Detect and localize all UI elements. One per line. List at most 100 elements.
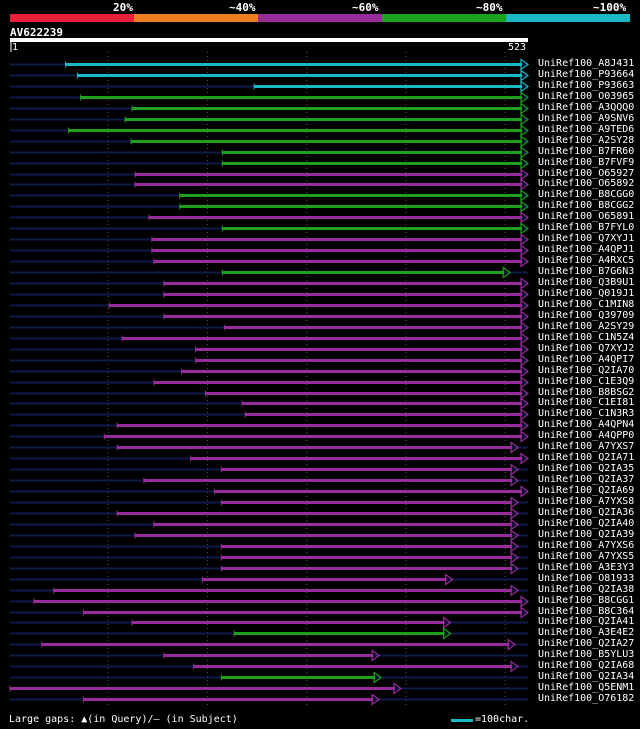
hit-label[interactable]: UniRef100_B8C364 xyxy=(538,605,635,617)
hit-label[interactable]: UniRef100_O03965 xyxy=(538,90,635,102)
hit-label[interactable]: UniRef100_B8CGG0 xyxy=(538,188,635,200)
legend-band xyxy=(382,14,506,22)
hit-arrowhead xyxy=(520,376,530,389)
hit-label[interactable]: UniRef100_C1N5Z4 xyxy=(538,331,635,343)
hit-label[interactable]: UniRef100_B7FR60 xyxy=(538,145,635,157)
hit-arrowhead xyxy=(520,157,530,170)
hit-arrowhead xyxy=(520,277,530,290)
hit-label[interactable]: UniRef100_B5YLU3 xyxy=(538,648,635,660)
legend-label-20: 20% xyxy=(113,1,133,14)
hit-label[interactable]: UniRef100_Q2IA37 xyxy=(538,473,635,485)
hit-label[interactable]: UniRef100_A7YXS6 xyxy=(538,539,635,551)
hit-label[interactable]: UniRef100_P93663 xyxy=(538,79,635,91)
hit-label[interactable]: UniRef100_A3E4E2 xyxy=(538,626,635,638)
hit-arrowhead xyxy=(520,189,530,202)
hit-label[interactable]: UniRef100_A7YXS8 xyxy=(538,495,635,507)
scale-text: =100char. xyxy=(475,714,530,725)
hit-label[interactable]: UniRef100_C1N3R3 xyxy=(538,407,635,419)
hit-label[interactable]: UniRef100_A7YXS7 xyxy=(538,440,635,452)
hit-arrowhead xyxy=(520,321,530,334)
hit-label[interactable]: UniRef100_Q2IA68 xyxy=(538,659,635,671)
hit-label[interactable]: UniRef100_A7YXS5 xyxy=(538,550,635,562)
hit-label[interactable]: UniRef100_O76182 xyxy=(538,692,635,704)
hit-label[interactable]: UniRef100_Q019J1 xyxy=(538,287,635,299)
hit-label[interactable]: UniRef100_Q39709 xyxy=(538,309,635,321)
hit-arrowhead xyxy=(520,113,530,126)
hit-label[interactable]: UniRef100_A4QPN4 xyxy=(538,418,635,430)
hit-label[interactable]: UniRef100_O65927 xyxy=(538,167,635,179)
hit-label[interactable]: UniRef100_Q2IA34 xyxy=(538,670,635,682)
hit-label[interactable]: UniRef100_B7FVF9 xyxy=(538,156,635,168)
hit-arrowhead xyxy=(510,441,520,454)
hit-label[interactable]: UniRef100_B8CGG2 xyxy=(538,199,635,211)
hit-label[interactable]: UniRef100_Q3B9U1 xyxy=(538,276,635,288)
hit-label[interactable]: UniRef100_A3QQQ0 xyxy=(538,101,635,113)
hit-arrowhead xyxy=(520,354,530,367)
hit-label[interactable]: UniRef100_B7G6N3 xyxy=(538,265,635,277)
hit-arrowhead xyxy=(444,573,454,586)
hit-arrowhead xyxy=(520,255,530,268)
hit-label[interactable]: UniRef100_B8BSG2 xyxy=(538,386,635,398)
query-title: AV622239 xyxy=(10,26,63,39)
hit-label[interactable]: UniRef100_A2SY29 xyxy=(538,320,635,332)
hit-arrowhead xyxy=(520,343,530,356)
hit-arrowhead xyxy=(520,419,530,432)
hit-label[interactable]: UniRef100_Q7XYJ1 xyxy=(538,232,635,244)
hit-label[interactable]: UniRef100_A8J431 xyxy=(538,57,635,69)
hit-arrowhead xyxy=(510,584,520,597)
hit-label[interactable]: UniRef100_O81933 xyxy=(538,572,635,584)
hit-label[interactable]: UniRef100_Q2IA39 xyxy=(538,528,635,540)
hit-arrowhead xyxy=(520,80,530,93)
hit-label[interactable]: UniRef100_Q2IA35 xyxy=(538,462,635,474)
hit-label[interactable]: UniRef100_A4QPP0 xyxy=(538,429,635,441)
hit-arrowhead xyxy=(520,606,530,619)
hit-label[interactable]: UniRef100_Q2IA27 xyxy=(538,637,635,649)
hit-label[interactable]: UniRef100_B7FYL0 xyxy=(538,221,635,233)
hit-label[interactable]: UniRef100_Q2IA40 xyxy=(538,517,635,529)
hit-arrowhead xyxy=(520,288,530,301)
hit-arrowhead xyxy=(520,91,530,104)
hit-arrowhead xyxy=(520,211,530,224)
hit-arrowhead xyxy=(520,69,530,82)
hit-label[interactable]: UniRef100_P93664 xyxy=(538,68,635,80)
hit-label[interactable]: UniRef100_C1EI81 xyxy=(538,396,635,408)
hit-arrowhead xyxy=(520,233,530,246)
hit-label[interactable]: UniRef100_Q2IA70 xyxy=(538,364,635,376)
hit-label[interactable]: UniRef100_Q2IA69 xyxy=(538,484,635,496)
hit-arrowhead xyxy=(520,408,530,421)
hit-arrowhead xyxy=(520,102,530,115)
hit-arrowhead xyxy=(442,627,452,640)
hit-label[interactable]: UniRef100_C1E3Q9 xyxy=(538,375,635,387)
hit-label[interactable]: UniRef100_A3E3Y3 xyxy=(538,561,635,573)
hit-label[interactable]: UniRef100_Q2IA36 xyxy=(538,506,635,518)
hit-arrowhead xyxy=(520,135,530,148)
legend-label-80: ~80% xyxy=(476,1,503,14)
hit-arrowhead xyxy=(510,474,520,487)
hit-label[interactable]: UniRef100_Q5ENM1 xyxy=(538,681,635,693)
hit-label[interactable]: UniRef100_A4QPI7 xyxy=(538,353,635,365)
hit-label[interactable]: UniRef100_Q2IA41 xyxy=(538,615,635,627)
hit-label[interactable]: UniRef100_A2SY28 xyxy=(538,134,635,146)
hit-label[interactable]: UniRef100_O65891 xyxy=(538,210,635,222)
hit-arrowhead xyxy=(520,310,530,323)
hit-arrowhead xyxy=(520,146,530,159)
hit-label[interactable]: UniRef100_O65892 xyxy=(538,177,635,189)
hit-label[interactable]: UniRef100_Q2IA71 xyxy=(538,451,635,463)
hit-label[interactable]: UniRef100_A4QPJ1 xyxy=(538,243,635,255)
hit-arrowhead xyxy=(520,58,530,71)
hit-arrowhead xyxy=(520,595,530,608)
hit-arrowhead xyxy=(510,660,520,673)
hit-arrowhead xyxy=(510,496,520,509)
hit-arrowhead xyxy=(442,616,452,629)
hit-arrowhead xyxy=(520,332,530,345)
hit-label[interactable]: UniRef100_A9SNV6 xyxy=(538,112,635,124)
hit-label[interactable]: UniRef100_C1MIN8 xyxy=(538,298,635,310)
hit-arrowhead xyxy=(520,244,530,257)
hit-label[interactable]: UniRef100_A9TED6 xyxy=(538,123,635,135)
hit-label[interactable]: UniRef100_A4RXC5 xyxy=(538,254,635,266)
hit-arrowhead xyxy=(510,529,520,542)
hit-label[interactable]: UniRef100_Q2IA38 xyxy=(538,583,635,595)
hit-label[interactable]: UniRef100_B8CGG1 xyxy=(538,594,635,606)
hit-label[interactable]: UniRef100_Q7XYJ2 xyxy=(538,342,635,354)
